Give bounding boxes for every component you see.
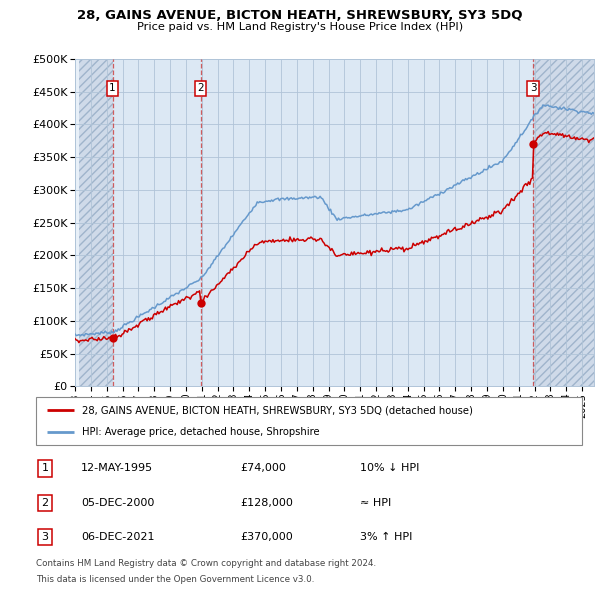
- Text: £370,000: £370,000: [240, 532, 293, 542]
- Text: 28, GAINS AVENUE, BICTON HEATH, SHREWSBURY, SY3 5DQ (detached house): 28, GAINS AVENUE, BICTON HEATH, SHREWSBU…: [82, 405, 473, 415]
- Text: £74,000: £74,000: [240, 464, 286, 473]
- Text: 1: 1: [41, 464, 49, 473]
- Text: 3: 3: [41, 532, 49, 542]
- Text: Price paid vs. HM Land Registry's House Price Index (HPI): Price paid vs. HM Land Registry's House …: [137, 22, 463, 32]
- Text: 28, GAINS AVENUE, BICTON HEATH, SHREWSBURY, SY3 5DQ: 28, GAINS AVENUE, BICTON HEATH, SHREWSBU…: [77, 9, 523, 22]
- Text: 12-MAY-1995: 12-MAY-1995: [81, 464, 153, 473]
- Text: HPI: Average price, detached house, Shropshire: HPI: Average price, detached house, Shro…: [82, 427, 320, 437]
- Bar: [79, 59, 113, 386]
- Text: 2: 2: [197, 83, 204, 93]
- Text: ≈ HPI: ≈ HPI: [360, 498, 391, 507]
- Text: 10% ↓ HPI: 10% ↓ HPI: [360, 464, 419, 473]
- Text: 05-DEC-2000: 05-DEC-2000: [81, 498, 154, 507]
- Text: This data is licensed under the Open Government Licence v3.0.: This data is licensed under the Open Gov…: [36, 575, 314, 584]
- Text: Contains HM Land Registry data © Crown copyright and database right 2024.: Contains HM Land Registry data © Crown c…: [36, 559, 376, 568]
- Text: 1: 1: [109, 83, 116, 93]
- Text: 06-DEC-2021: 06-DEC-2021: [81, 532, 155, 542]
- Text: £128,000: £128,000: [240, 498, 293, 507]
- Bar: [533, 59, 594, 386]
- Bar: [113, 59, 533, 386]
- Text: 3: 3: [530, 83, 536, 93]
- Text: 3% ↑ HPI: 3% ↑ HPI: [360, 532, 412, 542]
- Text: 2: 2: [41, 498, 49, 507]
